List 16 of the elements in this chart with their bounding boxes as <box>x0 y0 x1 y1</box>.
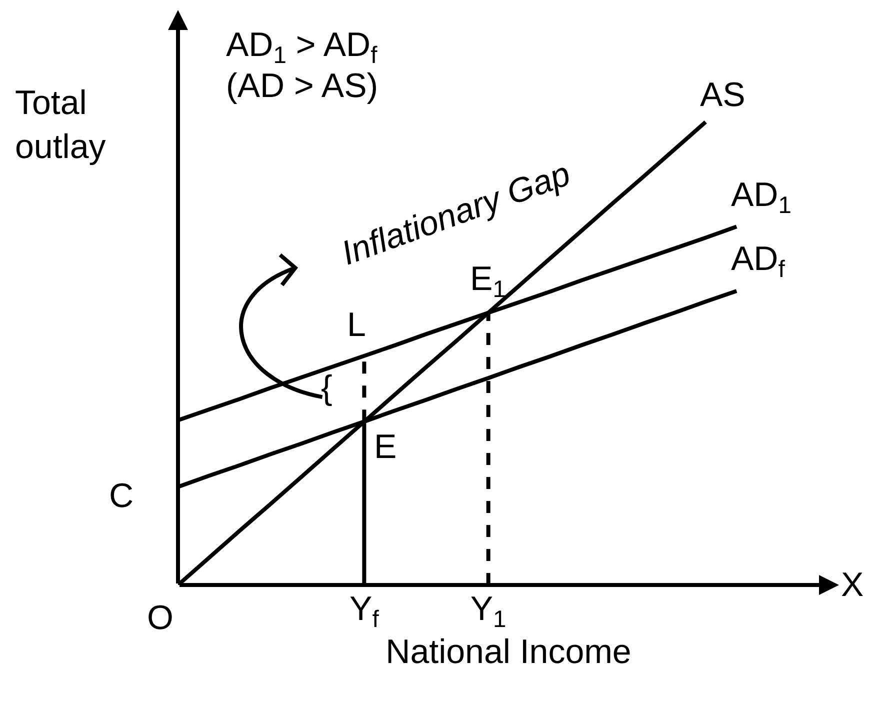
annotation: { <box>321 369 332 407</box>
x-tick-label: Y$_{f}$ <box>350 590 380 634</box>
annotation: E$_{1}$ <box>470 260 506 304</box>
series-label: AD$_{1}$ <box>731 176 792 220</box>
text: O <box>147 599 174 637</box>
series-label: AS <box>700 76 746 114</box>
text: AD$_{1}$ > AD$_{f}$ <box>226 26 378 70</box>
series-label: AD$_{f}$ <box>731 240 786 284</box>
x-tick-label: Y$_{1}$ <box>470 590 506 634</box>
text: (AD > AS) <box>226 67 378 105</box>
y-axis-title: Total outlay <box>15 84 106 166</box>
annotation: L <box>347 306 366 344</box>
text: X <box>841 566 864 604</box>
x-axis-title: National Income <box>386 633 632 672</box>
text: C <box>109 477 134 515</box>
annotation: E <box>374 428 397 466</box>
